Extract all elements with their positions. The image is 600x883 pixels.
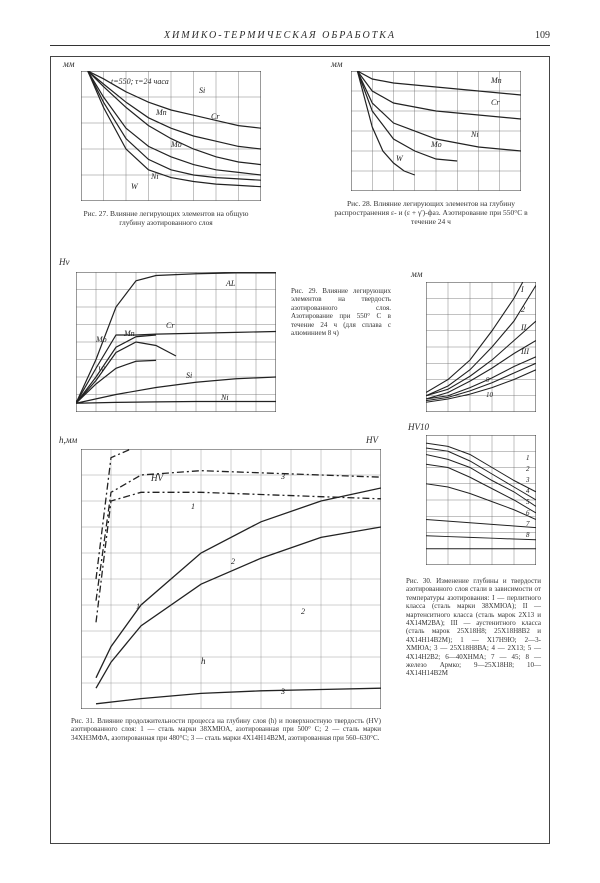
svg-text:1: 1 bbox=[526, 454, 530, 462]
svg-text:2: 2 bbox=[301, 607, 305, 616]
svg-text:3: 3 bbox=[525, 476, 530, 484]
svg-text:8: 8 bbox=[526, 531, 530, 539]
svg-text:3: 3 bbox=[280, 687, 285, 696]
svg-text:6: 6 bbox=[526, 509, 530, 517]
fig30-bottom-chart: 400800500600°C 12345678 bbox=[426, 435, 536, 565]
fig31-caption: Рис. 31. Влияние продолжительности проце… bbox=[71, 717, 381, 742]
fig31-ylabel-right: HV bbox=[366, 435, 378, 445]
fig30-top-chart: 00,400,80 I2IIIII910 bbox=[426, 282, 536, 412]
fig28-caption: Рис. 28. Влияние легирующих элементов на… bbox=[331, 199, 531, 226]
svg-text:1: 1 bbox=[191, 502, 195, 511]
page-number: 109 bbox=[510, 30, 550, 41]
fig28-ylabel: мм bbox=[331, 59, 343, 69]
svg-text:Cr: Cr bbox=[491, 98, 500, 107]
svg-text:Cr: Cr bbox=[166, 321, 175, 330]
page-header: ХИМИКО-ТЕРМИЧЕСКАЯ ОБРАБОТКА 109 bbox=[50, 30, 550, 46]
svg-text:7: 7 bbox=[526, 520, 530, 528]
svg-text:Mn: Mn bbox=[123, 329, 135, 338]
svg-text:2: 2 bbox=[526, 465, 530, 473]
fig28-chart: 00,010,020,0302468%(ат) MnCrNiMoW bbox=[351, 71, 521, 191]
svg-text:HV: HV bbox=[150, 473, 164, 483]
svg-text:3: 3 bbox=[280, 472, 285, 481]
svg-text:Mo: Mo bbox=[430, 140, 442, 149]
svg-text:9: 9 bbox=[486, 376, 490, 384]
header-title: ХИМИКО-ТЕРМИЧЕСКАЯ ОБРАБОТКА bbox=[50, 30, 510, 41]
fig29-ylabel: Hv bbox=[59, 257, 70, 267]
svg-text:1: 1 bbox=[136, 602, 140, 611]
svg-text:Mo: Mo bbox=[170, 140, 182, 149]
svg-text:Mn: Mn bbox=[155, 108, 167, 117]
svg-text:Si: Si bbox=[199, 86, 205, 95]
fig30-top-ylabel: мм bbox=[411, 269, 423, 279]
svg-text:III: III bbox=[520, 347, 529, 356]
svg-text:Si: Si bbox=[186, 371, 192, 380]
svg-text:I: I bbox=[520, 285, 524, 294]
fig31-chart: 00,51,04006008001000050100ч HV31212h3 bbox=[81, 449, 381, 709]
svg-text:Cr: Cr bbox=[211, 112, 220, 121]
svg-text:5: 5 bbox=[526, 498, 530, 506]
svg-text:II: II bbox=[520, 323, 527, 332]
page: ХИМИКО-ТЕРМИЧЕСКАЯ ОБРАБОТКА 109 мм 00,1… bbox=[0, 0, 600, 864]
svg-text:AL: AL bbox=[225, 279, 236, 288]
svg-text:2: 2 bbox=[231, 557, 235, 566]
svg-text:h: h bbox=[201, 656, 206, 666]
svg-text:Ni: Ni bbox=[220, 393, 229, 402]
svg-text:2: 2 bbox=[521, 305, 525, 314]
svg-text:Ni: Ni bbox=[470, 130, 479, 139]
svg-text:10: 10 bbox=[486, 391, 494, 399]
content-frame: мм 00,10,20,30,40,502468%(ат) SiMnCrMoNi… bbox=[50, 56, 550, 844]
fig27-caption: Рис. 27. Влияние легирующих элементов на… bbox=[71, 209, 261, 227]
fig27-chart: 00,10,20,30,40,502468%(ат) SiMnCrMoNiW bbox=[81, 71, 261, 201]
fig30-bot-ylabel: HV10 bbox=[408, 422, 429, 432]
fig29-caption: Рис. 29. Влияние легирующих элементов на… bbox=[291, 287, 391, 337]
svg-text:4: 4 bbox=[526, 487, 530, 495]
fig27-inset: t=550; τ=24 часа bbox=[111, 77, 169, 86]
fig29-chart: 1005009000246810% (ат) ALCrMoMnWSiNi bbox=[76, 272, 276, 412]
fig27-ylabel: мм bbox=[63, 59, 75, 69]
svg-text:Mn: Mn bbox=[490, 76, 502, 85]
fig30-caption: Рис. 30. Изменение глубины и твердости а… bbox=[406, 577, 541, 678]
svg-text:Mo: Mo bbox=[95, 335, 107, 344]
fig31-ylabel-left: h,мм bbox=[59, 435, 77, 445]
